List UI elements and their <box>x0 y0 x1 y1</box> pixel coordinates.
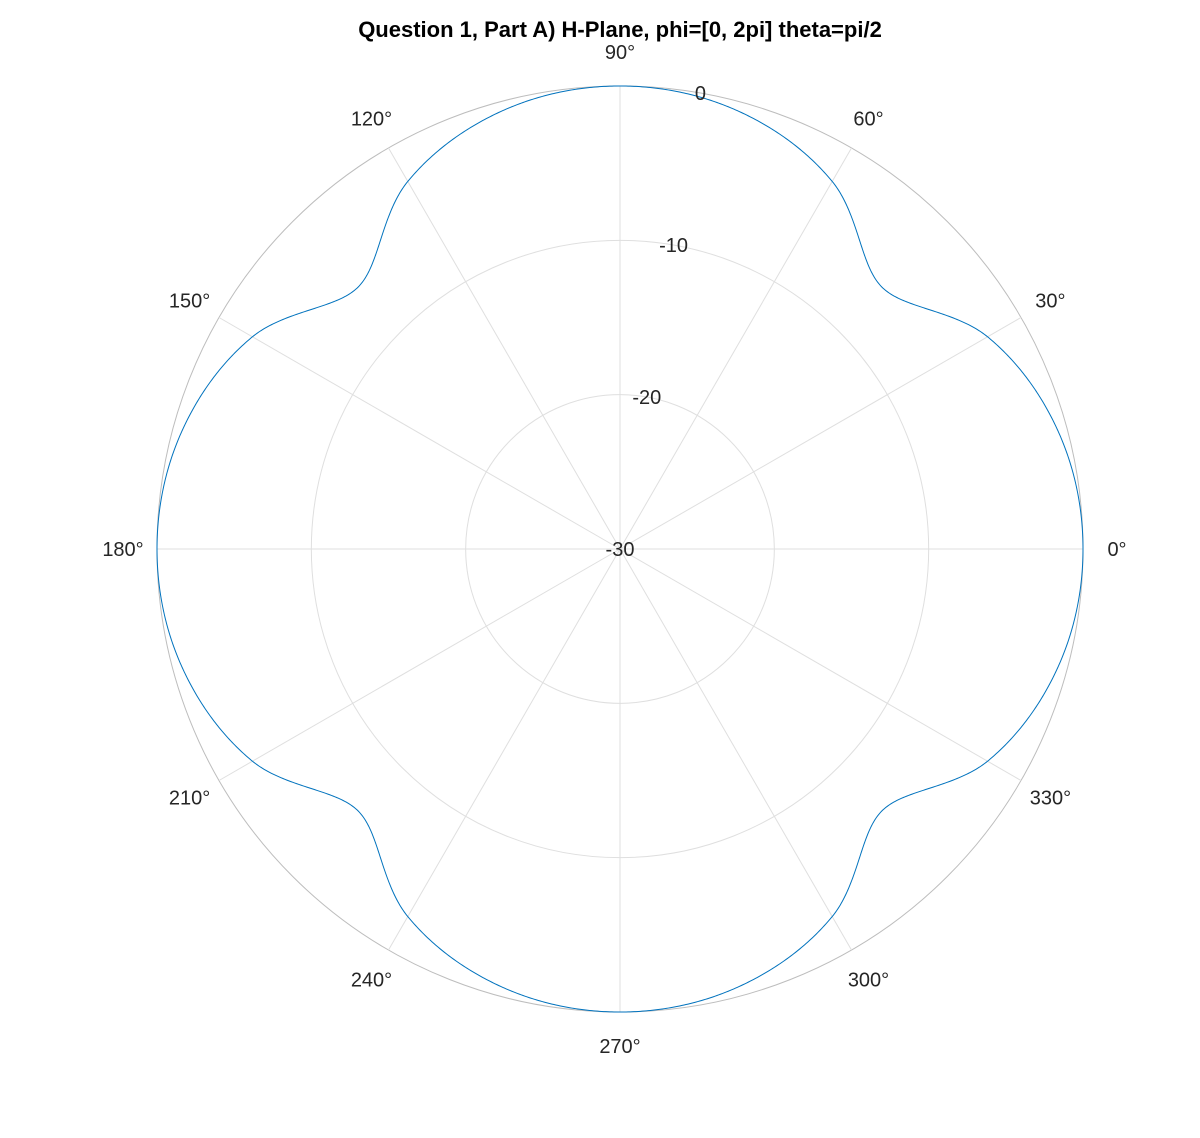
theta-spoke-330 <box>619 548 1022 781</box>
theta-tick-label-0: 0° <box>1107 539 1126 561</box>
theta-tick-label-270: 270° <box>599 1036 640 1058</box>
r-tick-label-m10: -10 <box>659 235 688 257</box>
polar-grid <box>156 85 1084 1013</box>
theta-tick-label-210: 210° <box>169 788 210 810</box>
theta-tick-label-150: 150° <box>169 291 210 313</box>
theta-spoke-30 <box>619 317 1022 550</box>
theta-spoke-60 <box>619 147 852 550</box>
theta-tick-label-60: 60° <box>853 109 883 131</box>
chart-title: Question 1, Part A) H-Plane, phi=[0, 2pi… <box>358 17 882 42</box>
theta-tick-label-330: 330° <box>1030 788 1071 810</box>
theta-tick-label-300: 300° <box>848 969 889 991</box>
theta-tick-label-90: 90° <box>605 42 635 64</box>
axis-labels: 0° 30° 60° 90° 120° 150° 180° 210° 240° 270° 300° 3… <box>102 42 1126 1058</box>
series-line-0 <box>156 85 1084 1013</box>
theta-spoke-240 <box>388 548 621 951</box>
r-tick-label-m20: -20 <box>632 387 661 409</box>
theta-tick-label-120: 120° <box>351 109 392 131</box>
series-layer <box>156 85 1084 1013</box>
theta-spoke-300 <box>619 548 852 951</box>
theta-tick-label-240: 240° <box>351 969 392 991</box>
theta-tick-label-30: 30° <box>1035 291 1065 313</box>
r-tick-label-0: 0 <box>695 83 706 105</box>
r-tick-label-m30: -30 <box>606 539 635 561</box>
theta-spoke-120 <box>388 147 621 550</box>
theta-spoke-210 <box>218 548 621 781</box>
theta-tick-label-180: 180° <box>102 539 143 561</box>
theta-spoke-150 <box>218 317 621 550</box>
